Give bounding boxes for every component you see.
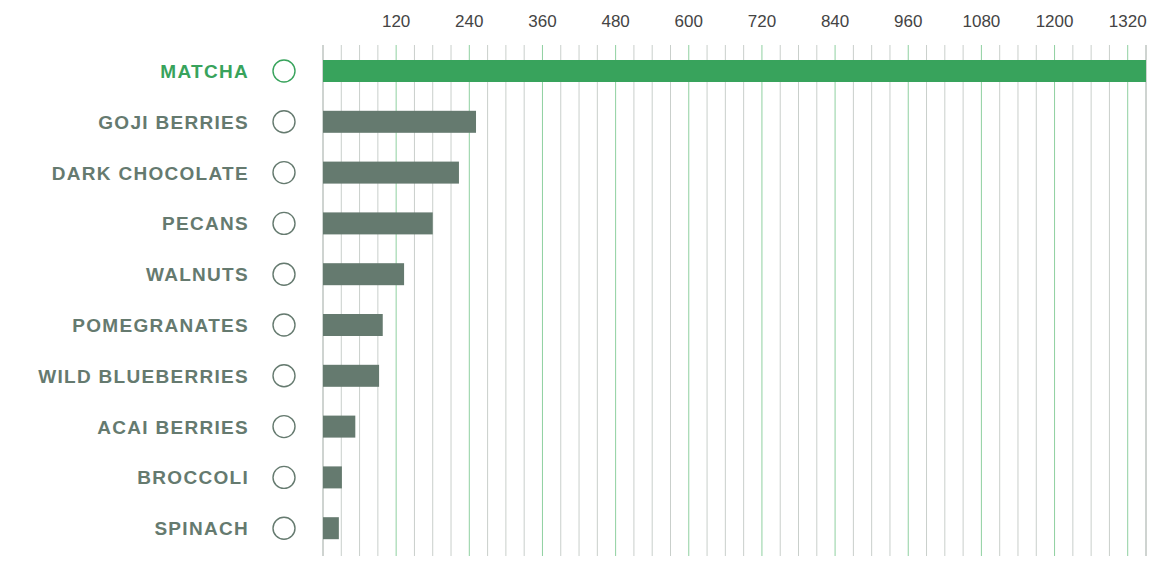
category-label: WALNUTS — [146, 264, 249, 285]
minor-grid-line — [743, 45, 744, 556]
category-label: POMEGRANATES — [72, 315, 249, 336]
grid-line — [1127, 45, 1128, 556]
minor-grid-line — [944, 45, 945, 556]
icon — [273, 365, 295, 387]
minor-grid-line — [1072, 45, 1073, 556]
grid-line — [615, 45, 616, 556]
minor-grid-line — [780, 45, 781, 556]
icon — [273, 416, 295, 438]
tick-label: 840 — [821, 12, 849, 31]
minor-grid-line — [926, 45, 927, 556]
minor-grid-line — [798, 45, 799, 556]
bars — [323, 60, 1146, 539]
minor-grid-line — [999, 45, 1000, 556]
bar — [323, 212, 433, 234]
minor-grid-line — [1036, 45, 1037, 556]
category-label: BROCCOLI — [137, 467, 249, 488]
tick-label: 360 — [528, 12, 556, 31]
category-label: GOJI BERRIES — [98, 112, 249, 133]
minor-grid-line — [889, 45, 890, 556]
icon — [273, 212, 295, 234]
minor-grid-line — [1091, 45, 1092, 556]
bar — [323, 162, 459, 184]
minor-grid-line — [670, 45, 671, 556]
category-label: MATCHA — [160, 61, 249, 82]
grid-line — [542, 45, 543, 556]
category-label: ACAI BERRIES — [97, 417, 249, 438]
grid-line — [908, 45, 909, 556]
minor-grid-line — [816, 45, 817, 556]
minor-grid-line — [633, 45, 634, 556]
grid-line — [1054, 45, 1055, 556]
minor-grid-line — [871, 45, 872, 556]
bar — [323, 517, 339, 539]
tick-label: 120 — [382, 12, 410, 31]
minor-grid-line — [725, 45, 726, 556]
grid-line — [835, 45, 836, 556]
category-label: PECANS — [162, 213, 249, 234]
tick-label: 1200 — [1036, 12, 1074, 31]
bar — [323, 263, 404, 285]
tick-label: 600 — [675, 12, 703, 31]
chart: 120 240 360 480 600 720 840 960 1080 1200 1320 MATC… — [0, 0, 1174, 576]
tick-label: 1080 — [962, 12, 1000, 31]
icon — [273, 517, 295, 539]
bar — [323, 365, 379, 387]
category-label: DARK CHOCOLATE — [52, 163, 249, 184]
bar — [323, 60, 1146, 82]
icon — [273, 60, 295, 82]
minor-grid-line — [963, 45, 964, 556]
grid-line — [981, 45, 982, 556]
grid — [323, 45, 1146, 556]
tick-label: 240 — [455, 12, 483, 31]
minor-grid-line — [1109, 45, 1110, 556]
minor-grid-line — [487, 45, 488, 556]
tick-label: 1320 — [1109, 12, 1147, 31]
category-label: SPINACH — [154, 518, 249, 539]
minor-grid-line — [560, 45, 561, 556]
minor-grid-line — [707, 45, 708, 556]
minor-grid-line — [505, 45, 506, 556]
minor-grid-line — [652, 45, 653, 556]
minor-grid-line — [1017, 45, 1018, 556]
grid-line — [688, 45, 689, 556]
minor-grid-line — [597, 45, 598, 556]
bar — [323, 314, 383, 336]
bar — [323, 466, 342, 488]
icon — [273, 466, 295, 488]
category-label: WILD BLUEBERRIES — [38, 366, 249, 387]
icon — [273, 314, 295, 336]
bar — [323, 416, 355, 438]
minor-grid-line — [853, 45, 854, 556]
minor-grid-line — [579, 45, 580, 556]
tick-label: 960 — [894, 12, 922, 31]
axis-end — [1146, 45, 1147, 556]
minor-grid-line — [524, 45, 525, 556]
bar — [323, 111, 476, 133]
icon — [273, 263, 295, 285]
icon — [273, 111, 295, 133]
tick-label: 480 — [601, 12, 629, 31]
tick-label: 720 — [748, 12, 776, 31]
icon — [273, 162, 295, 184]
grid-line — [761, 45, 762, 556]
minor-grid-line — [1146, 45, 1147, 556]
